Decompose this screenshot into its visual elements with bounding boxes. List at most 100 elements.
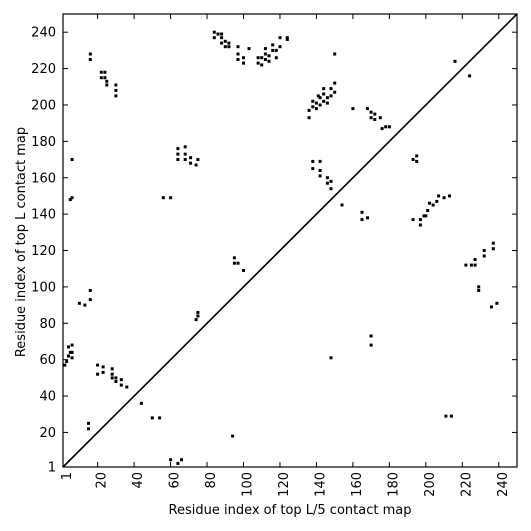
y-tick-label: 100 [31,280,56,295]
contact-point [464,263,468,267]
contact-point [220,32,224,36]
contact-point [236,261,240,265]
contact-point [495,301,499,305]
contact-point [426,209,430,212]
contact-point [271,43,275,47]
contact-point [318,159,322,163]
contact-point [453,59,457,63]
contact-point [369,110,373,114]
contact-point [329,187,333,191]
contact-point [469,263,473,267]
contact-point [415,154,419,158]
contact-point [70,158,74,161]
contact-point [176,147,180,151]
contact-point [139,401,143,405]
contact-point [373,112,377,116]
contact-point [183,152,187,156]
x-tick-label: 140 [313,472,328,497]
y-tick-label: 20 [39,426,56,441]
contact-point [437,194,441,198]
y-tick-label: 40 [39,390,56,405]
contact-point [220,36,224,40]
contact-point [378,116,382,120]
contact-point [88,289,92,292]
contact-point [176,152,180,156]
contact-point [424,214,428,218]
x-tick-label: 80 [204,472,219,489]
contact-point [101,365,105,369]
contact-point [477,285,481,289]
x-tick-label: 100 [241,472,256,497]
contact-point [415,159,419,163]
contact-point [384,125,388,129]
contact-point [274,48,278,52]
contact-point [329,87,333,91]
y-tick-label: 240 [31,26,56,41]
contact-point [482,254,486,258]
contact-point [428,201,431,205]
contact-point [369,334,373,338]
contact-point [278,36,282,40]
contact-point [263,58,267,61]
contact-point [435,199,439,203]
contact-point [196,310,200,314]
contact-point [333,81,337,85]
contact-point [242,269,245,272]
contact-point [99,70,103,74]
contact-point [63,363,67,367]
contact-point [158,416,162,420]
contact-point [351,107,355,111]
contact-point [267,59,271,63]
contact-point [473,263,477,267]
contact-point [369,343,373,347]
contact-point [231,434,235,438]
x-tick-label: 220 [459,472,474,497]
diagonal-line [62,13,518,468]
contact-point [307,108,311,112]
contact-point [314,107,318,111]
contact-point [325,96,329,100]
y-axis-label: Residue index of top L contact map [14,127,29,357]
contact-point [411,158,415,161]
y-tick-label: 60 [39,353,56,368]
contact-point [114,83,118,87]
contact-point [311,159,315,163]
contact-point [311,105,315,109]
contact-point [180,458,183,462]
contact-point [360,210,364,214]
contact-point [242,56,245,60]
contact-point [105,83,109,87]
contact-point [70,350,74,354]
contact-point [422,214,426,218]
x-tick-label: 40 [131,472,146,489]
contact-point [329,356,333,360]
contact-point [232,261,236,265]
contact-point [176,461,180,465]
contact-point [196,158,200,161]
contact-point [114,376,118,380]
contact-point [369,116,373,120]
contact-point [325,181,329,185]
x-tick-label: 240 [496,472,511,497]
contact-point [212,30,216,34]
y-tick-label: 1 [48,461,56,476]
contact-point [278,45,282,49]
y-tick-label: 180 [31,135,56,150]
contact-point [256,56,260,60]
contact-point [223,39,227,43]
contact-point [110,372,114,376]
contact-point [311,167,315,171]
contact-point [176,158,180,161]
contact-point [223,45,227,49]
contact-point [322,87,326,91]
contact-point [285,36,289,40]
contact-point [216,32,220,36]
contact-point [125,385,129,389]
contact-point [232,256,236,260]
contact-point [491,241,495,245]
contact-point [110,376,114,380]
contact-point [260,56,264,60]
contact-point [449,414,453,418]
contact-point [77,301,81,305]
contact-point [105,79,109,83]
